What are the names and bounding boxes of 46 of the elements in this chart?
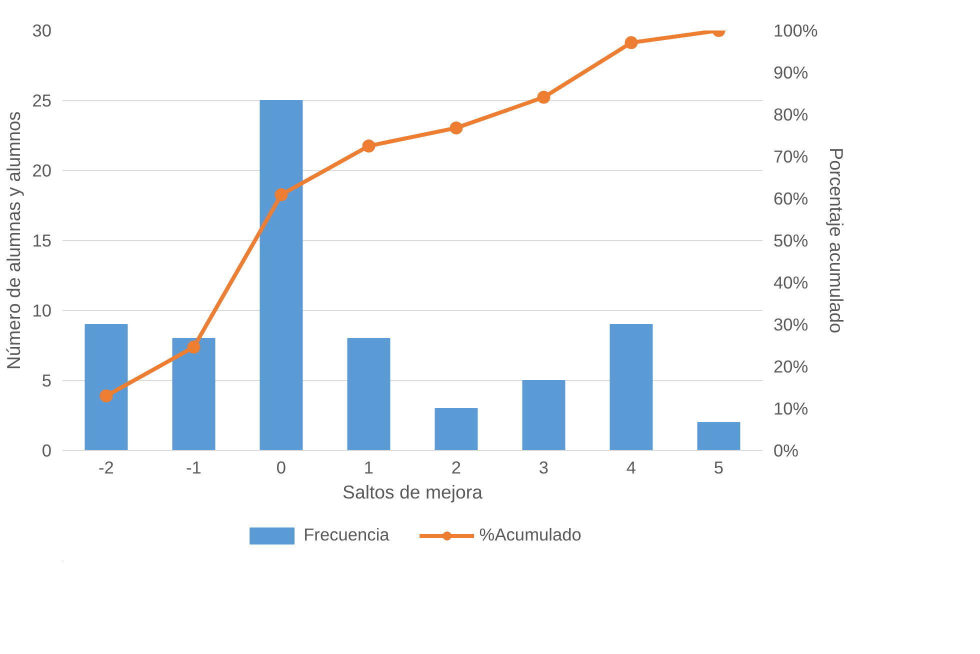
y2-tick-label: 40%	[774, 272, 808, 292]
y-tick-label: 0	[42, 440, 52, 460]
y-tick-label: 15	[32, 230, 52, 250]
bar	[434, 408, 478, 450]
bar	[610, 324, 653, 450]
y2-tick-label: 100%	[774, 20, 818, 40]
x-tick-label: 2	[451, 458, 462, 478]
legend-label: Frecuencia	[304, 524, 390, 546]
y-tick-label: 10	[32, 300, 52, 320]
x-tick-label: 3	[538, 458, 549, 478]
y-tick-label: 5	[42, 370, 52, 390]
bar	[260, 100, 303, 450]
x-axis-title: Saltos de mejora	[342, 482, 484, 502]
x-tick-label: 0	[276, 458, 286, 478]
y2-tick-label: 10%	[774, 398, 808, 418]
point	[362, 140, 376, 152]
x-tick-label: 5	[714, 458, 724, 478]
bar	[522, 380, 566, 450]
bar	[697, 422, 740, 450]
y-tick-label: 20	[32, 160, 52, 180]
y-tick-label: 25	[32, 90, 52, 110]
bar	[172, 338, 216, 450]
y2-tick-label: 0%	[774, 440, 799, 460]
y2-tick-label: 50%	[774, 230, 808, 250]
point	[187, 340, 200, 354]
point	[624, 36, 638, 50]
bar	[347, 338, 390, 450]
point	[100, 389, 113, 402]
y-tick-label: 30	[32, 20, 52, 40]
y2-tick-label: 80%	[774, 104, 808, 124]
y-axis-title: Número de alumnas y alumnos	[3, 111, 24, 370]
y2-axis-title: Porcentaje acumulado	[826, 148, 847, 334]
point	[450, 121, 463, 134]
y2-tick-label: 90%	[774, 62, 808, 82]
bar	[84, 324, 128, 450]
y2-tick-label: 20%	[774, 356, 808, 376]
y2-tick-label: 30%	[774, 314, 808, 334]
point	[274, 188, 288, 202]
x-tick-label: -2	[98, 458, 114, 478]
point	[537, 90, 550, 104]
y2-tick-label: 70%	[774, 146, 808, 166]
x-tick-label: -1	[186, 458, 202, 478]
x-tick-label: 4	[626, 458, 636, 478]
y2-tick-label: 60%	[774, 188, 808, 208]
x-tick-label: 1	[364, 458, 374, 478]
legend-label: %Acumulado	[479, 524, 582, 546]
